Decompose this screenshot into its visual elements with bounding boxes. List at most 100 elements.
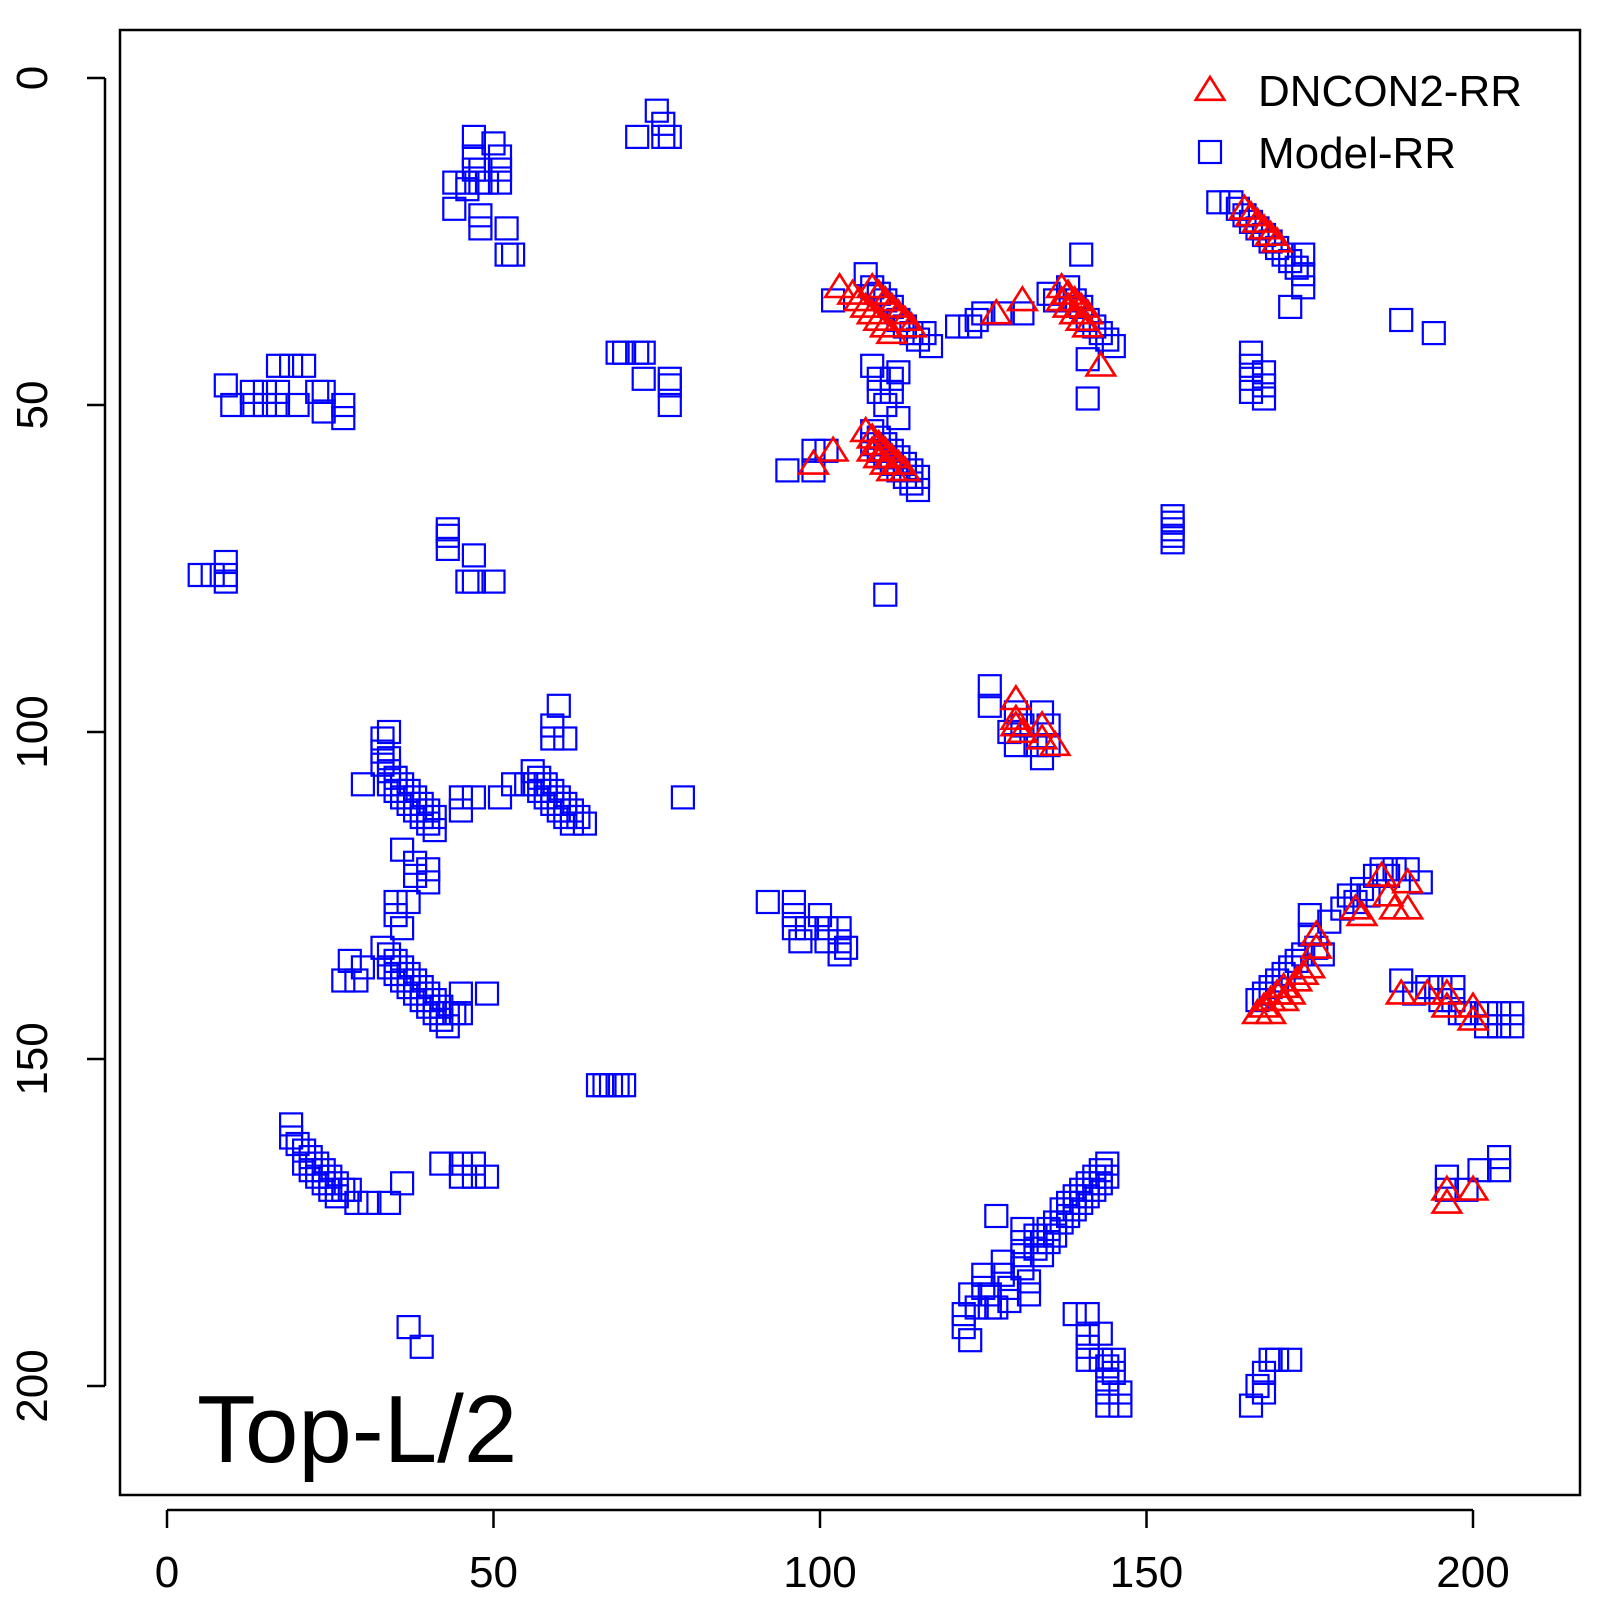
model-rr-point xyxy=(390,772,415,797)
model-rr-point xyxy=(553,791,578,817)
model-rr-point xyxy=(370,935,395,960)
dncon2-rr-point xyxy=(999,710,1033,737)
model-rr-point xyxy=(213,549,238,575)
model-rr-point xyxy=(546,693,571,718)
model-rr-point xyxy=(481,131,506,156)
model-rr-point xyxy=(1101,1360,1126,1386)
model-rr-point xyxy=(1095,1354,1120,1379)
dncon2-rr-point xyxy=(1227,193,1262,220)
y-tick-label: 150 xyxy=(8,1022,57,1095)
model-rr-point xyxy=(1003,700,1029,725)
model-rr-point xyxy=(390,837,415,862)
model-rr-point xyxy=(403,968,428,993)
dncon2-rr-point xyxy=(1430,978,1464,1005)
model-rr-point xyxy=(1062,1301,1087,1327)
model-rr-point xyxy=(396,974,421,1000)
model-rr-point xyxy=(331,968,356,993)
dncon2-rr-point xyxy=(1071,311,1105,338)
model-rr-point xyxy=(1095,1393,1120,1418)
model-rr-point xyxy=(886,406,911,431)
model-rr-point xyxy=(409,1334,434,1359)
legend-dncon2-rr-marker xyxy=(1193,74,1227,102)
model-rr-point xyxy=(964,307,989,333)
model-rr-point xyxy=(1095,327,1120,352)
model-rr-point xyxy=(337,1177,362,1202)
dncon2-rr-point xyxy=(888,304,922,332)
model-rr-point xyxy=(1421,321,1446,346)
model-rr-point xyxy=(409,974,434,1000)
dncon2-rr-point xyxy=(1456,1174,1490,1201)
model-rr-point xyxy=(350,955,375,980)
model-rr-point xyxy=(644,98,669,123)
dncon2-rr-point xyxy=(1240,206,1275,233)
dncon2-rr-point xyxy=(888,454,922,482)
model-rr-point xyxy=(958,1328,983,1353)
model-rr-point xyxy=(220,392,245,418)
model-rr-point xyxy=(657,392,682,418)
model-rr-point xyxy=(442,170,467,195)
model-rr-point xyxy=(1010,301,1035,326)
dncon2-rr-point xyxy=(1260,226,1294,253)
dncon2-rr-point xyxy=(1364,860,1399,887)
model-rr-point xyxy=(546,785,571,810)
model-rr-point xyxy=(1062,1184,1087,1209)
x-tick-label: 200 xyxy=(1436,1548,1509,1597)
model-rr-point xyxy=(318,1177,343,1202)
dncon2-rr-point xyxy=(1058,284,1092,312)
model-rr-point xyxy=(487,170,513,195)
dncon2-rr-point xyxy=(1084,350,1118,377)
model-rr-point xyxy=(337,948,362,974)
dncon2-rr-point xyxy=(875,291,909,318)
dncon2-rr-point xyxy=(822,271,857,299)
model-rr-point xyxy=(1075,1347,1100,1372)
model-rr-point xyxy=(344,1190,369,1216)
model-rr-point xyxy=(631,366,656,391)
model-rr-point xyxy=(279,1112,304,1137)
model-rr-point xyxy=(781,902,807,928)
model-rr-point xyxy=(429,1007,454,1032)
model-rr-point xyxy=(977,693,1002,718)
model-rr-point xyxy=(376,759,402,784)
model-rr-point xyxy=(1088,1321,1113,1346)
dncon2-rr-point xyxy=(1391,866,1425,894)
model-rr-point xyxy=(265,353,291,378)
model-rr-point xyxy=(239,379,264,404)
model-rr-point xyxy=(1375,863,1401,889)
legend-label: DNCON2-RR xyxy=(1258,67,1522,116)
model-rr-point xyxy=(1389,307,1414,333)
dncon2-rr-point xyxy=(1247,212,1281,240)
model-rr-point xyxy=(1069,1177,1094,1202)
model-rr-point xyxy=(572,811,598,836)
model-rr-point xyxy=(461,144,486,169)
model-rr-point xyxy=(311,399,336,424)
model-rr-point xyxy=(344,968,369,993)
model-rr-point xyxy=(409,804,434,830)
dncon2-rr-point xyxy=(1430,991,1464,1018)
model-rr-point xyxy=(324,1171,349,1196)
model-rr-point xyxy=(977,1282,1002,1307)
model-rr-point xyxy=(468,216,493,241)
model-rr-point xyxy=(1264,1347,1290,1372)
model-rr-point xyxy=(461,1151,486,1176)
model-rr-point xyxy=(474,1164,500,1189)
dncon2-rr-point xyxy=(862,428,896,456)
model-rr-point xyxy=(403,981,428,1006)
model-rr-point xyxy=(474,981,500,1006)
x-axis: 0 50 100 150 200 xyxy=(155,1508,1510,1597)
model-rr-point xyxy=(1082,1177,1107,1202)
model-rr-point xyxy=(781,889,807,915)
model-rr-point xyxy=(781,916,807,941)
model-rr-point xyxy=(298,1158,323,1183)
model-rr-point xyxy=(540,726,565,751)
model-rr-point xyxy=(416,870,441,895)
model-rr-point xyxy=(1284,255,1309,280)
model-rr-point xyxy=(448,1151,473,1176)
model-rr-point xyxy=(997,1275,1022,1301)
model-rr-point xyxy=(559,798,585,823)
model-rr-point xyxy=(396,889,421,915)
dncon2-rr-point xyxy=(881,448,916,475)
model-rr-point xyxy=(820,288,846,313)
model-rr-point xyxy=(383,948,408,974)
model-rr-point xyxy=(958,1282,983,1307)
